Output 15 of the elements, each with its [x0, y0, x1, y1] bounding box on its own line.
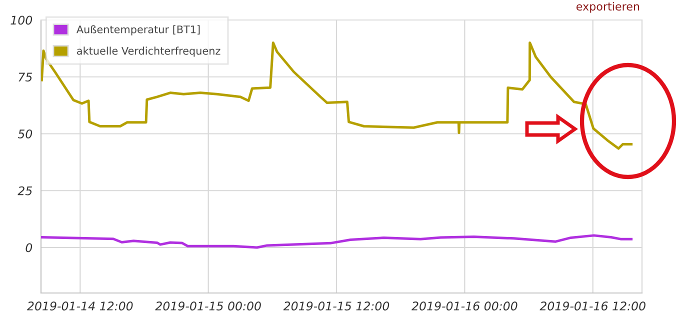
legend-label: Außentemperatur [BT1]	[76, 25, 200, 36]
legend-label: aktuelle Verdichterfrequenz	[77, 46, 220, 57]
y-tick-label: 0	[26, 243, 32, 252]
x-tick-label: 2019-01-15 12:00	[283, 302, 390, 310]
line-series	[41, 42, 633, 150]
x-tick-label: 2019-01-15 00:00	[155, 302, 261, 310]
line-series	[41, 234, 633, 249]
y-tick-label: 75	[18, 72, 32, 82]
x-tick-label: 2019-01-16 00:00	[412, 302, 518, 310]
x-tick-label: 2019-01-14 12:00	[27, 302, 133, 310]
y-tick-label: 100	[10, 16, 32, 25]
y-tick-label: 25	[18, 186, 32, 196]
y-tick-label: 50	[18, 129, 32, 138]
text: exportieren	[576, 2, 640, 13]
x-tick-label: 2019-01-16 12:00	[540, 302, 646, 310]
